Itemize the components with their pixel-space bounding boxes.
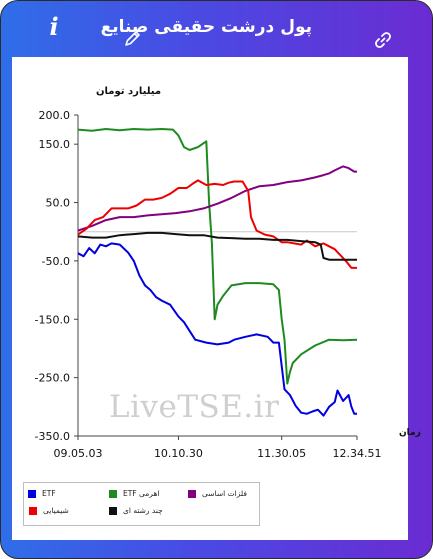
legend-swatch (109, 507, 117, 515)
pencil-icon[interactable] (123, 28, 143, 48)
info-icon[interactable]: i (49, 12, 59, 41)
legend-label: شیمیایی (43, 506, 69, 515)
legend-item-chemicals: شیمیایی (29, 506, 99, 516)
page-title: پول درشت حقیقی صنایع (100, 17, 312, 37)
y-tick-label: 200.0 (39, 109, 71, 122)
y-tick-label: -350.0 (35, 430, 70, 443)
link-icon[interactable] (373, 30, 393, 50)
legend-swatch (188, 490, 196, 498)
legend-item-diversified: چند رشته ای (109, 506, 179, 516)
legend: ETF ETF اهرمی فلزات اساسی شیمیایی چند رش… (23, 482, 260, 526)
legend-item-etf: ETF (28, 489, 63, 499)
legend-swatch (29, 507, 37, 515)
x-tick-label: 09.05.03 (54, 447, 103, 460)
header-bar: i پول درشت حقیقی صنایع (1, 1, 432, 57)
y-tick-label: -250.0 (35, 372, 70, 385)
legend-label: فلزات اساسی (202, 489, 247, 498)
y-tick-label: 50.0 (46, 197, 71, 210)
x-tick-label: 10.10.30 (154, 447, 203, 460)
legend-item-leveraged-etf: ETF اهرمی (109, 489, 179, 499)
x-axis-label: زمان (399, 428, 421, 438)
legend-swatch (28, 490, 36, 498)
series-line-1 (77, 128, 358, 385)
legend-swatch (109, 490, 117, 498)
axes: 200.0 150.0 50.0 -50.0 -150.0 -250.0 -350.0 09.… (35, 109, 382, 460)
y-axis-label: میلیارد تومان (96, 86, 161, 97)
legend-item-base-metals: فلزات اساسی (188, 489, 258, 499)
x-tick-label: 11.30.05 (257, 447, 306, 460)
y-tick-label: -50.0 (42, 255, 70, 268)
legend-label: چند رشته ای (123, 506, 163, 515)
watermark-text: LiveTSE.ir (109, 389, 280, 425)
x-tick-label: 12.34.51 (333, 447, 382, 460)
plot-area (77, 128, 358, 417)
y-tick-label: 150.0 (39, 138, 71, 151)
series-line-2 (77, 165, 357, 232)
series-line-4 (77, 231, 357, 261)
y-tick-label: -150.0 (35, 313, 70, 326)
series-line-3 (77, 179, 357, 269)
series-line-0 (77, 242, 357, 417)
legend-label: ETF اهرمی (123, 489, 160, 498)
legend-label: ETF (42, 489, 56, 498)
